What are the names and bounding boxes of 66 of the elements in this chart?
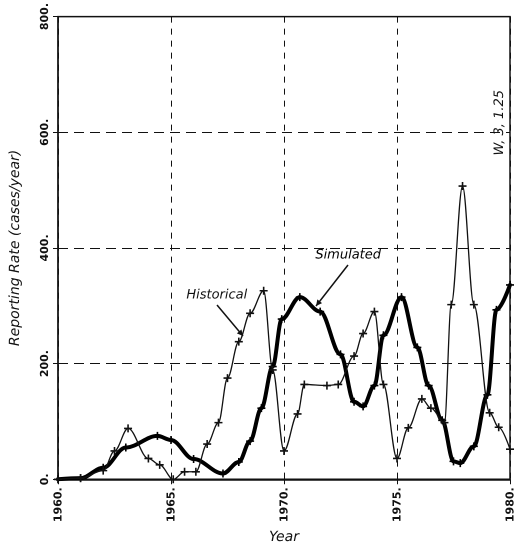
point	[426, 404, 435, 412]
point	[470, 442, 478, 450]
point	[203, 440, 212, 448]
point	[294, 410, 302, 418]
point	[447, 300, 456, 309]
x-tick-label: 1970.	[278, 487, 290, 522]
point	[180, 468, 189, 476]
point	[494, 423, 503, 432]
point	[486, 408, 494, 417]
point	[413, 343, 422, 352]
point	[418, 394, 426, 403]
point	[334, 380, 342, 388]
point	[246, 437, 254, 446]
point	[424, 382, 433, 390]
point	[110, 446, 118, 455]
point	[280, 446, 288, 455]
point	[192, 468, 200, 476]
x-tick-label: 1960.	[52, 487, 64, 522]
point	[379, 331, 388, 340]
y-tick-label: 600.	[38, 118, 51, 146]
point	[99, 466, 108, 475]
point	[296, 293, 304, 302]
y-axis-title: Reporting Rate (cases/year)	[7, 150, 23, 346]
point	[359, 402, 368, 410]
point	[234, 458, 243, 466]
point	[440, 418, 448, 427]
point	[350, 352, 358, 360]
point	[234, 338, 243, 346]
x-tick-label: 1975.	[390, 487, 404, 522]
point	[257, 404, 266, 412]
point	[322, 382, 331, 390]
point	[224, 374, 232, 382]
point	[370, 382, 378, 390]
point	[398, 293, 406, 302]
series-label: Historical	[186, 288, 248, 303]
point	[278, 315, 286, 324]
point	[144, 454, 152, 462]
point	[300, 380, 308, 388]
y-tick-label: 200.	[38, 350, 51, 378]
point	[458, 182, 467, 190]
point	[492, 306, 500, 314]
point	[470, 300, 478, 309]
line-series	[54, 280, 514, 484]
point	[404, 424, 412, 432]
point	[393, 454, 401, 462]
text: Simulated	[315, 248, 382, 263]
x-tick-label: 1980.	[504, 487, 516, 522]
point	[506, 445, 514, 454]
y-tick-label: 400.	[38, 234, 51, 262]
point	[506, 280, 514, 289]
point	[370, 308, 378, 316]
point	[350, 398, 358, 406]
point	[214, 418, 222, 427]
point	[246, 309, 254, 318]
point	[156, 460, 164, 469]
point	[316, 308, 324, 316]
y-tick-label: 800.	[38, 3, 51, 30]
point	[359, 330, 368, 338]
point	[336, 350, 344, 358]
point	[124, 424, 132, 432]
point	[260, 286, 268, 295]
point	[379, 380, 388, 388]
y-tick-label: 0.	[38, 473, 51, 486]
x-tick-label: 1965.	[164, 487, 178, 522]
point	[268, 366, 277, 374]
x-axis-title: Year	[269, 529, 300, 545]
